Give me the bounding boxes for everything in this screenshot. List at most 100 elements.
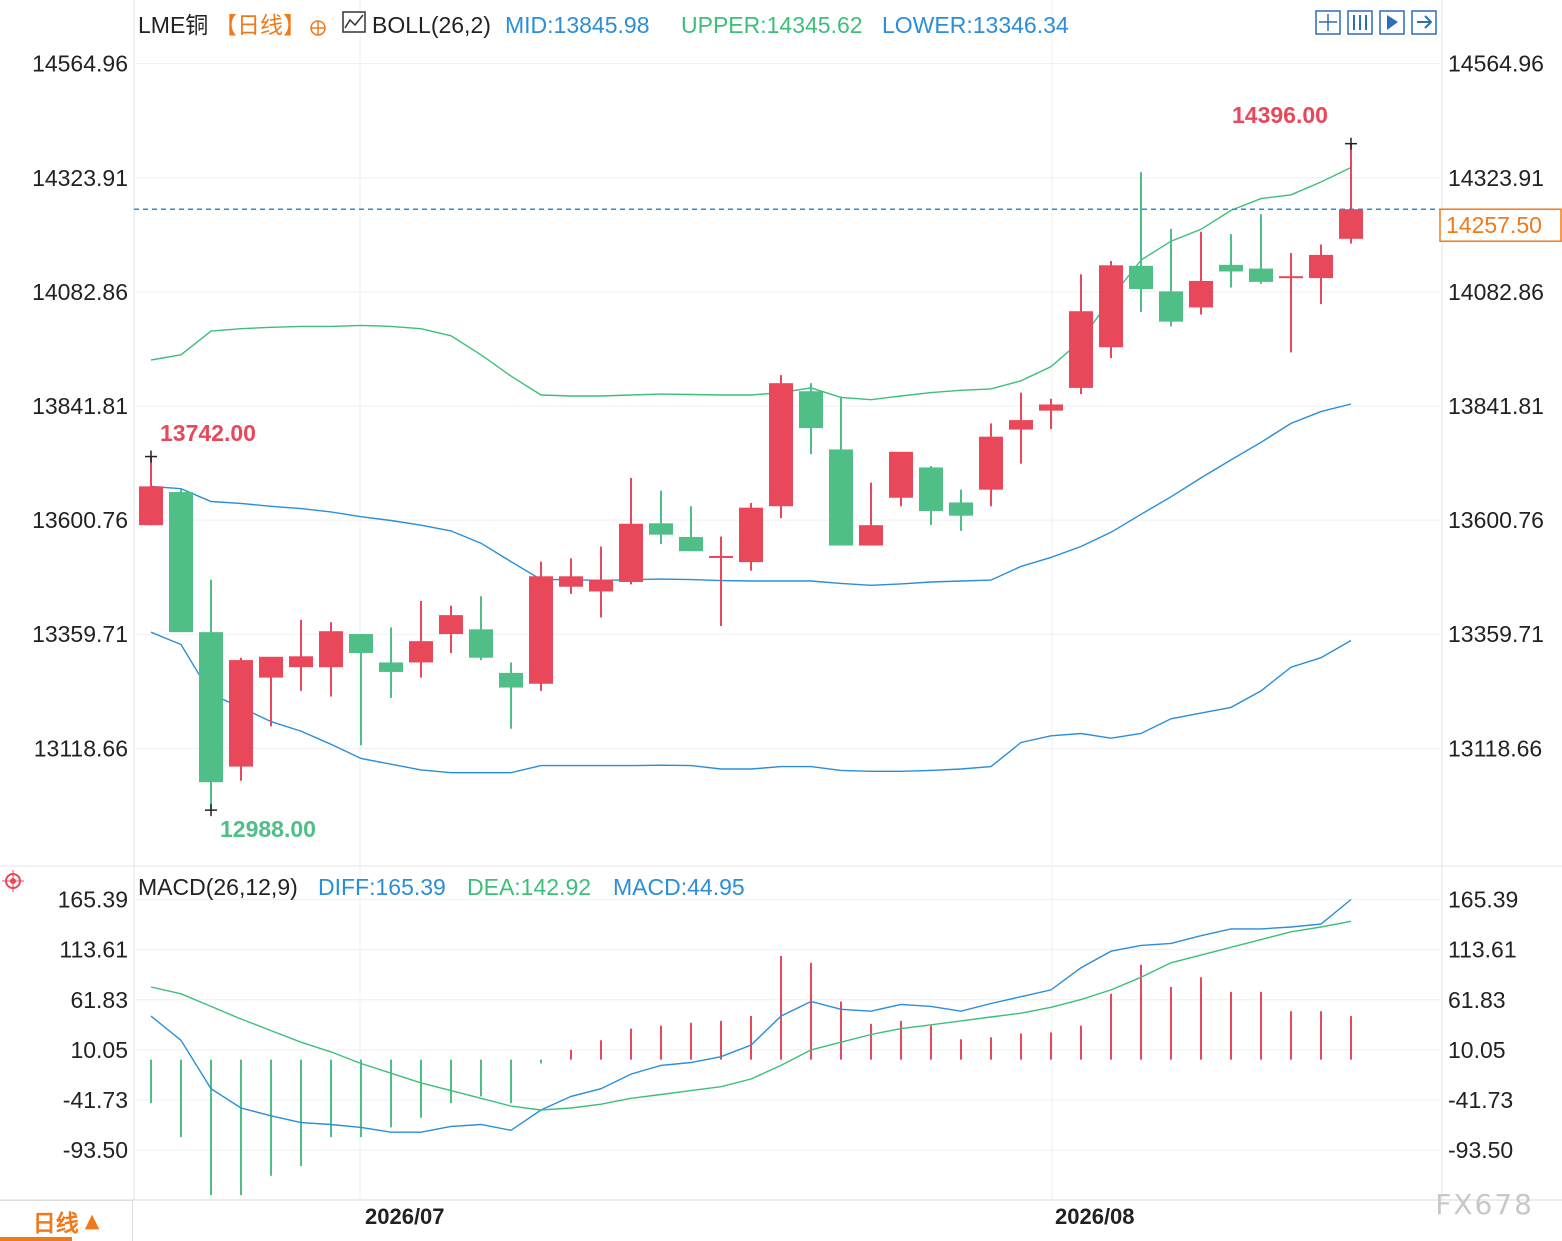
period-selector[interactable]: 【日线】 <box>214 12 306 38</box>
candle <box>529 561 553 691</box>
diff-line <box>150 898 1352 1133</box>
macd-y-tick-label: 10.05 <box>70 1037 128 1063</box>
candle <box>1309 244 1333 305</box>
upper-band-line <box>150 166 1352 401</box>
macd-y-tick-label: 61.83 <box>1448 987 1506 1013</box>
period-tab[interactable]: 日线 ▲ <box>0 1200 133 1241</box>
macd-y-tick-label: 10.05 <box>1448 1037 1506 1063</box>
candle <box>199 579 223 811</box>
candle-body <box>769 383 793 507</box>
candle-body <box>1309 254 1333 279</box>
scroll-right-icon[interactable] <box>1411 10 1437 35</box>
candle <box>859 482 883 546</box>
y-tick-label: 13359.71 <box>1448 621 1544 647</box>
upper-value: UPPER:14345.62 <box>681 12 863 38</box>
y-tick-label: 13841.81 <box>1448 393 1544 419</box>
candle-body <box>169 492 193 633</box>
date-label-jul: 2026/07 <box>365 1204 445 1229</box>
macd-y-tick-label: 113.61 <box>1448 937 1517 963</box>
y-tick-label: 13118.66 <box>34 735 128 761</box>
y-tick-label: 14564.96 <box>32 51 128 77</box>
play-icon[interactable] <box>1379 10 1405 35</box>
candle-body <box>319 631 343 668</box>
symbol-name: LME铜 <box>138 12 208 38</box>
candle-body <box>589 579 613 592</box>
candle-body <box>439 615 463 635</box>
candle <box>829 396 853 546</box>
candle <box>1099 261 1123 359</box>
candle-body <box>379 662 403 672</box>
candle-body <box>919 467 943 511</box>
candle-body <box>1039 404 1063 411</box>
candle <box>889 451 913 507</box>
macd-y-tick-label: 165.39 <box>1448 887 1518 913</box>
candle-body <box>949 502 973 516</box>
macd-y-tick-label: -41.73 <box>63 1087 128 1113</box>
candle <box>1279 253 1303 353</box>
candle <box>649 490 673 545</box>
candle <box>979 423 1003 507</box>
candle <box>229 657 253 781</box>
candle <box>499 662 523 729</box>
candle <box>1189 231 1213 315</box>
candle-body <box>1129 265 1153 289</box>
chart-frame <box>0 0 1562 1201</box>
candle <box>469 596 493 661</box>
candle-body <box>889 451 913 498</box>
y-tick-label: 13118.66 <box>1448 735 1542 761</box>
watermark: FX678 <box>1435 1188 1534 1221</box>
y-tick-label: 14323.91 <box>1448 165 1544 191</box>
candle <box>1219 234 1243 288</box>
candle-body <box>1189 280 1213 308</box>
y-tick-label: 13600.76 <box>1448 507 1544 533</box>
candle-body <box>799 391 823 429</box>
candle-body <box>499 672 523 688</box>
zoom-out-icon[interactable] <box>1347 10 1373 35</box>
candle-body <box>679 537 703 552</box>
macd-y-tick-label: 165.39 <box>58 887 128 913</box>
macd-value: MACD:44.95 <box>613 874 745 900</box>
candle <box>1249 214 1273 284</box>
macd-settings-icon[interactable] <box>2 870 24 892</box>
candle-body <box>1219 264 1243 272</box>
candle <box>1069 274 1093 395</box>
crosshair-toggle-icon[interactable] <box>1315 10 1341 35</box>
candle <box>919 466 943 526</box>
indicator-chart-icon[interactable] <box>342 11 366 33</box>
candle <box>379 627 403 698</box>
candle <box>559 558 583 594</box>
macd-y-axis-left: 165.39 113.61 61.83 10.05 -41.73 -93.50 <box>58 887 128 1164</box>
macd-name: MACD(26,12,9) <box>138 874 298 900</box>
indicator-name: BOLL(26,2) <box>372 12 491 38</box>
candle-body <box>649 523 673 535</box>
lower-band-line <box>150 631 1352 774</box>
candle-body <box>979 436 1003 490</box>
macd-y-tick-label: 61.83 <box>70 987 128 1013</box>
candle-body <box>349 634 373 653</box>
candle <box>589 546 613 618</box>
dea-line <box>150 920 1352 1111</box>
y-tick-label: 13359.71 <box>32 621 128 647</box>
macd-series <box>150 898 1352 1196</box>
candle <box>439 605 463 653</box>
candle-body <box>559 576 583 587</box>
candle <box>709 536 733 627</box>
mid-value: MID:13845.98 <box>505 12 649 38</box>
candle <box>1039 398 1063 430</box>
y-tick-label: 14323.91 <box>32 165 128 191</box>
candle-body <box>199 632 223 783</box>
candle-body <box>1159 291 1183 322</box>
candle-body <box>1339 209 1363 239</box>
period-tab-underline <box>0 1237 72 1241</box>
date-label-aug: 2026/08 <box>1055 1204 1135 1229</box>
candlestick-series <box>139 143 1363 811</box>
candle <box>1159 228 1183 327</box>
candle-body <box>829 449 853 546</box>
lower-value: LOWER:13346.34 <box>882 12 1069 38</box>
add-indicator-icon[interactable] <box>310 20 326 36</box>
last-price-tag: 14257.50 <box>1439 208 1562 242</box>
candle <box>409 600 433 678</box>
toolbar <box>1315 10 1437 35</box>
y-tick-label: 13600.76 <box>32 507 128 533</box>
candle <box>259 656 283 727</box>
